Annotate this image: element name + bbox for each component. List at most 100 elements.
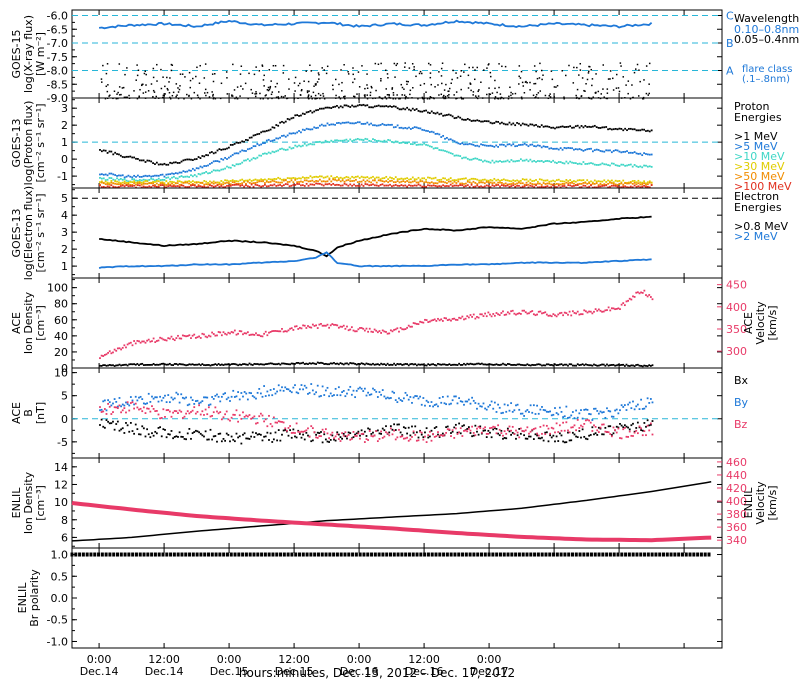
series-point: [485, 432, 488, 435]
y-tick-label: 8: [61, 514, 68, 527]
series-point: [529, 310, 532, 313]
series-point: [263, 85, 265, 87]
series-point: [309, 175, 312, 178]
series-point: [427, 111, 429, 114]
series-point: [181, 363, 184, 366]
series-point: [140, 183, 143, 186]
series-point: [399, 363, 402, 365]
series-point: [591, 364, 594, 367]
series-point: [355, 105, 357, 108]
series-point: [628, 428, 631, 431]
series-point: [113, 90, 116, 93]
series-point: [580, 436, 582, 439]
series-point: [489, 427, 491, 430]
series-point: [123, 344, 126, 347]
series-point: [463, 362, 465, 365]
series-point: [472, 66, 474, 69]
series-point: [597, 426, 600, 429]
series-point: [394, 181, 397, 184]
series-point: [256, 433, 259, 436]
series-point: [129, 175, 132, 178]
series-point: [135, 79, 137, 81]
series-point: [489, 161, 492, 164]
series-point: [534, 413, 537, 415]
series-point: [593, 433, 595, 436]
series-point: [375, 105, 378, 108]
series-point: [131, 156, 134, 159]
legend-entry: >100 MeV: [734, 180, 792, 193]
y-axis-label-line: ACE: [10, 312, 23, 334]
series-point: [144, 70, 147, 72]
series-point: [408, 178, 410, 181]
series-point: [74, 552, 78, 557]
series-point: [281, 421, 283, 423]
series-point: [246, 158, 249, 161]
series-point: [451, 179, 454, 182]
series-point: [276, 363, 279, 366]
series-point: [427, 436, 430, 439]
series-point: [567, 431, 569, 434]
series-point: [285, 388, 288, 390]
series-point: [154, 185, 156, 188]
series-point: [504, 185, 507, 187]
series-point: [370, 184, 372, 186]
series-point: [160, 362, 163, 365]
series-point: [404, 142, 407, 144]
series-point: [516, 179, 518, 182]
series-point: [544, 433, 547, 436]
series-point: [485, 144, 488, 147]
series-point: [459, 432, 462, 435]
series-point: [593, 124, 596, 127]
series-point: [228, 184, 230, 187]
series-point: [174, 161, 177, 164]
series-point: [413, 109, 416, 111]
series-point: [318, 395, 321, 398]
series-point: [178, 409, 181, 412]
series-point: [615, 431, 618, 434]
series-point: [586, 182, 589, 185]
series-point: [274, 392, 277, 395]
series-point: [436, 179, 439, 182]
series-point: [240, 85, 242, 87]
series-point: [468, 552, 472, 557]
series-point: [441, 395, 444, 398]
series-point: [451, 78, 453, 81]
series-point: [535, 160, 537, 163]
series-point: [402, 127, 405, 130]
series-point: [381, 552, 385, 557]
series-point: [229, 155, 232, 158]
series-point: [204, 430, 207, 433]
series-point: [370, 140, 372, 143]
series-point: [271, 150, 274, 153]
series-point: [206, 396, 209, 399]
series-point: [451, 182, 454, 185]
series-point: [243, 179, 245, 182]
series-point: [384, 96, 386, 98]
series-point: [349, 122, 352, 125]
series-point: [271, 179, 274, 182]
series-point: [229, 363, 231, 366]
series-point: [540, 69, 543, 72]
series-point: [207, 404, 210, 407]
series-point: [497, 145, 500, 148]
series-point: [160, 435, 163, 438]
series-point: [618, 165, 621, 167]
series-point: [203, 180, 206, 182]
series-point: [155, 178, 158, 181]
series-point: [411, 127, 414, 130]
series-point: [385, 397, 387, 400]
series-point: [402, 328, 405, 331]
series-point: [233, 413, 236, 416]
series-point: [651, 420, 654, 422]
series-point: [199, 97, 201, 100]
series-point: [322, 124, 325, 127]
series-point: [329, 439, 332, 441]
series-point: [409, 89, 412, 92]
series-point: [325, 72, 328, 75]
x-tick-label: 0:00: [217, 653, 242, 666]
series-point: [233, 396, 236, 398]
series-point: [404, 181, 407, 183]
series-point: [575, 94, 577, 97]
series-point: [385, 184, 388, 187]
series-point: [413, 142, 416, 145]
